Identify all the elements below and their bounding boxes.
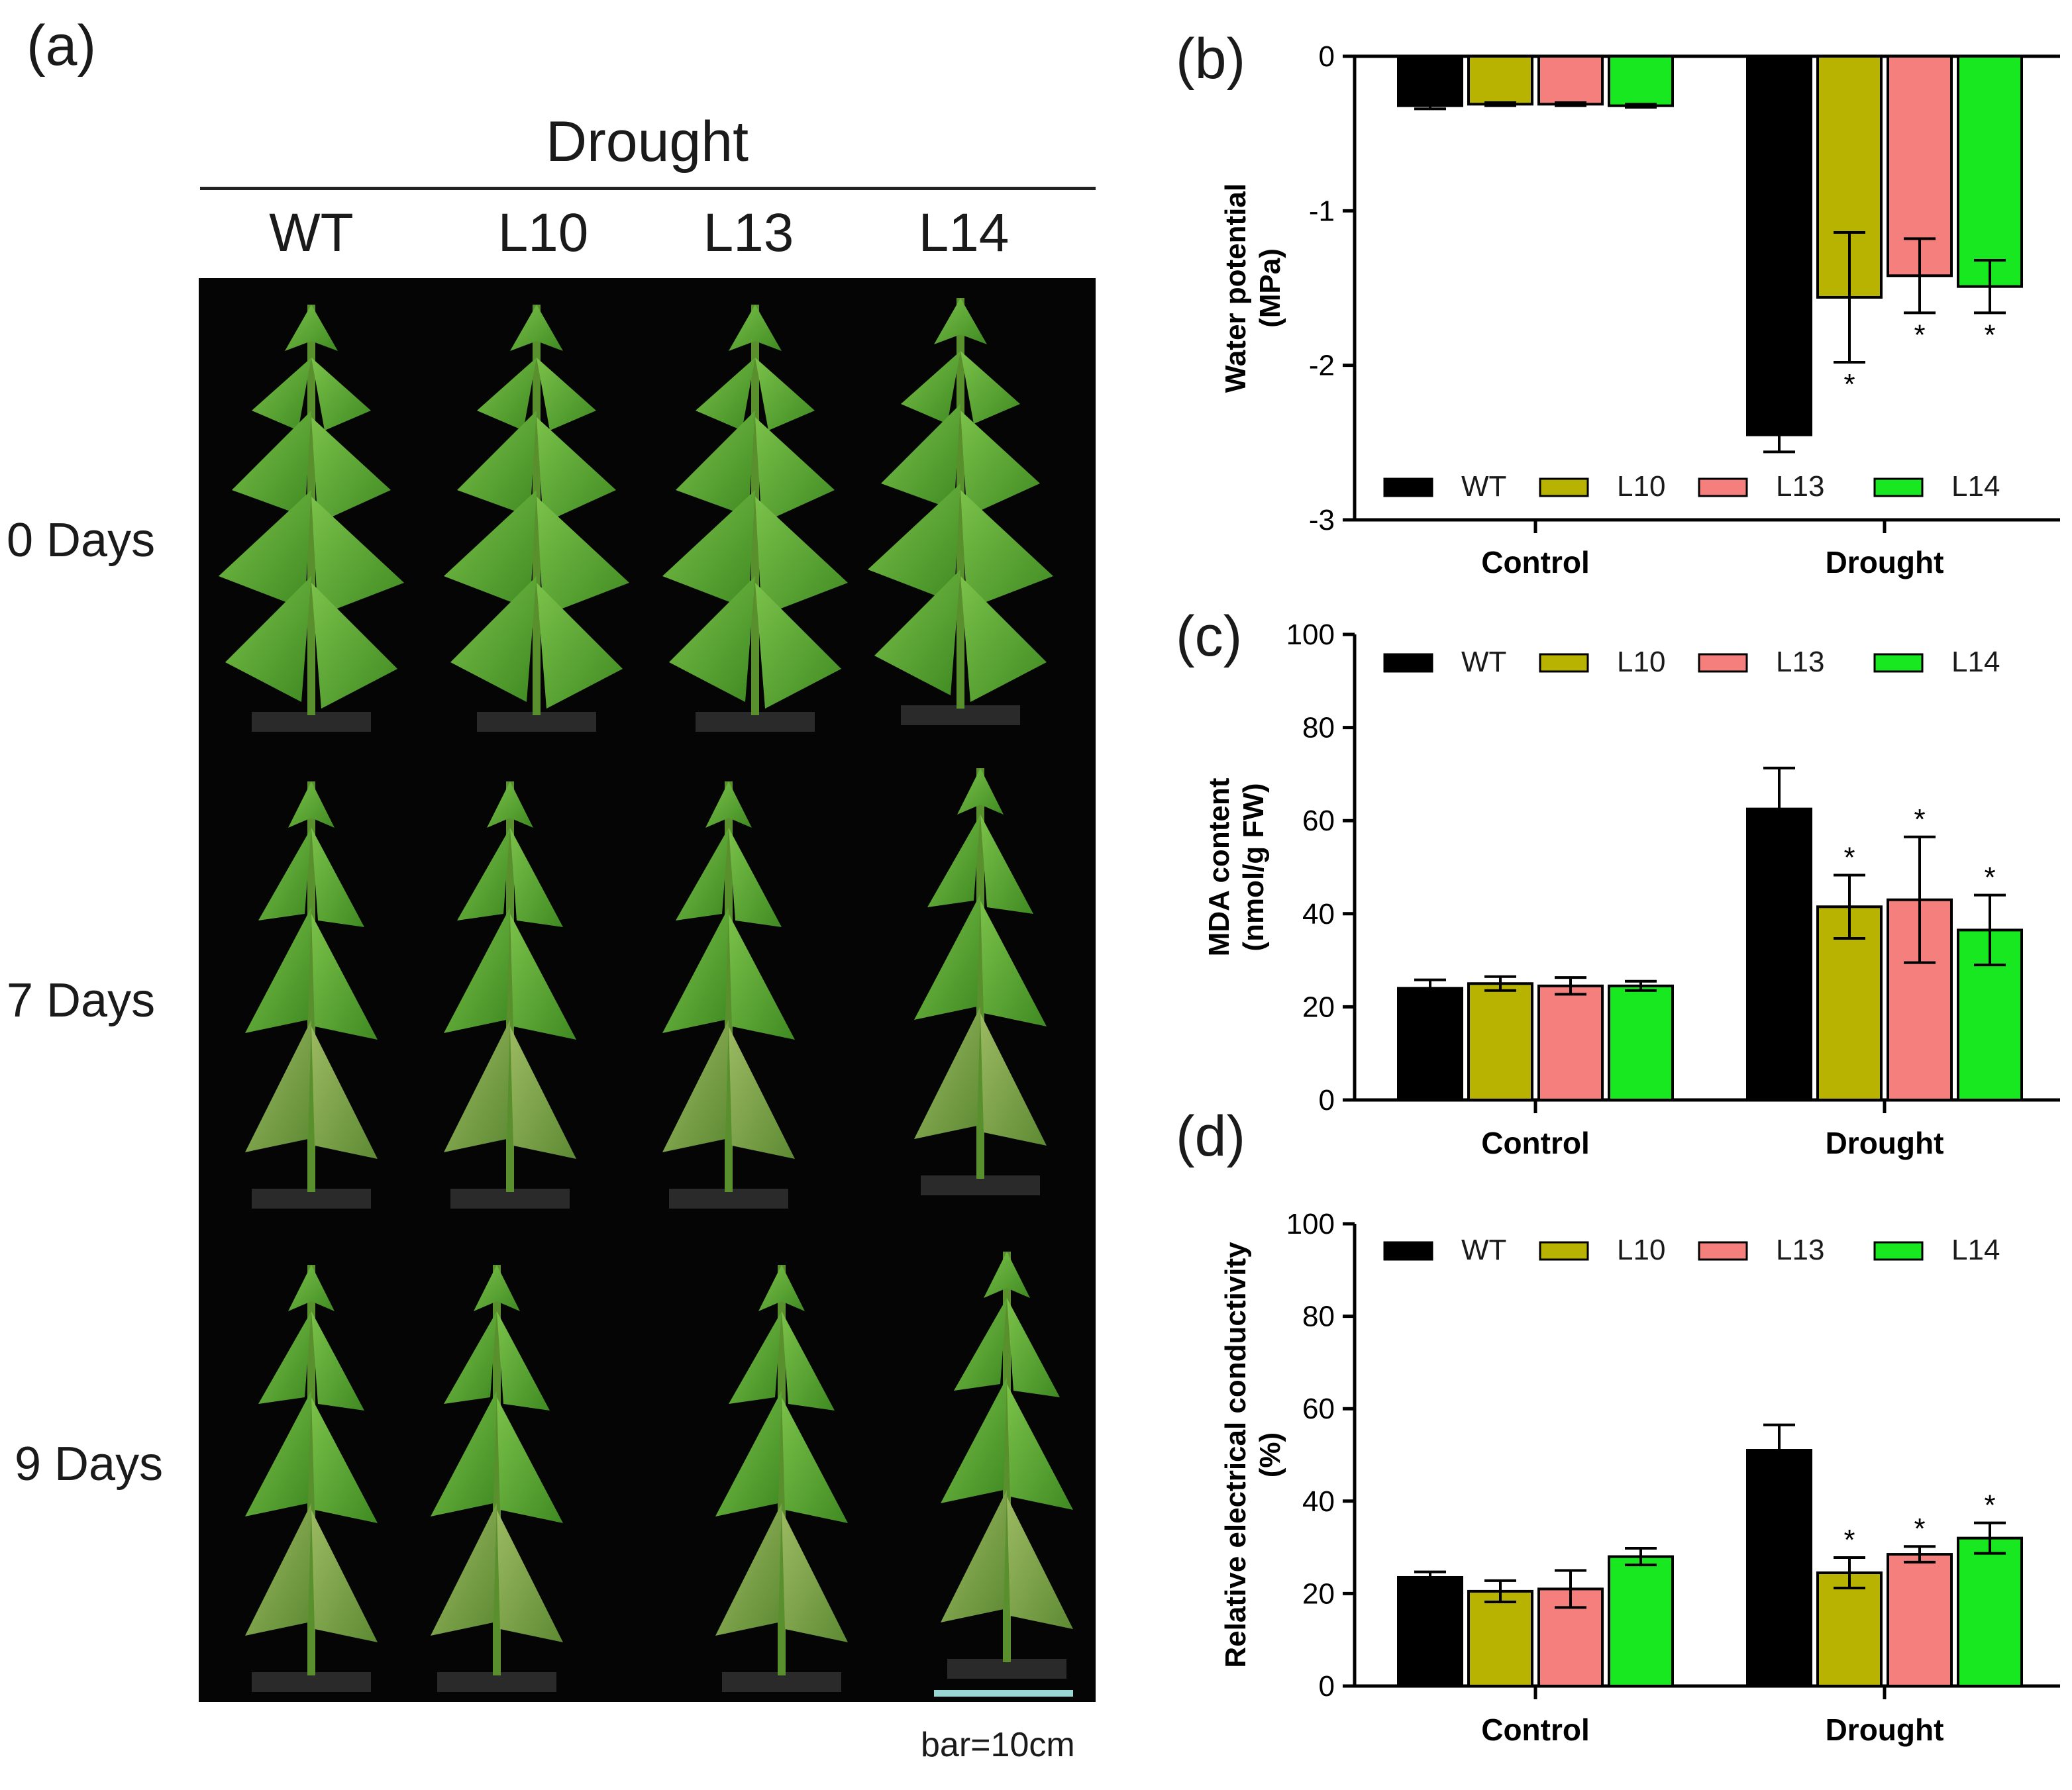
bar-d-l13-drought (1887, 1553, 1953, 1688)
chart-d-category-label: Control (1481, 1713, 1590, 1747)
chart-c-y-tick-label: 20 (1302, 991, 1335, 1023)
bar-c-wt-drought (1746, 807, 1812, 1101)
legend-swatch-c-wt (1383, 653, 1433, 673)
chart-c-y-tick-label: 80 (1302, 712, 1335, 744)
legend-swatch-d-l13 (1698, 1241, 1748, 1261)
column-header-l13: L13 (703, 203, 794, 263)
legend-label-c-wt: WT (1461, 646, 1506, 678)
chart-d-y-tick-label: 20 (1302, 1577, 1335, 1610)
bar-c-wt-control (1397, 987, 1463, 1102)
legend-label-b-l10: L10 (1617, 470, 1665, 503)
bar-b-wt-drought (1746, 55, 1812, 436)
bar-d-wt-drought (1746, 1449, 1812, 1688)
chart-c-y-label-unit: (nmol/g FW) (1237, 783, 1270, 951)
column-header-l14: L14 (918, 203, 1010, 263)
bar-b-l13-control (1537, 55, 1604, 106)
chart-d-category-label: Drought (1826, 1713, 1944, 1747)
panel-d-label: (d) (1176, 1105, 1245, 1168)
panel-c-label: (c) (1176, 605, 1242, 668)
bar-b-l14-control (1608, 55, 1674, 107)
bar-b-l10-control (1467, 55, 1533, 106)
drought-group-header: Drought (546, 110, 749, 174)
chart-b-y-tick-label: -3 (1309, 504, 1335, 536)
chart-b-y-tick-label: 0 (1319, 40, 1335, 73)
significance-mark-d: * (1984, 1489, 1995, 1522)
legend-swatch-d-l14 (1873, 1241, 1924, 1261)
legend-label-c-l14: L14 (1951, 646, 2000, 678)
chart-d-y-tick-label: 80 (1302, 1301, 1335, 1333)
legend-swatch-b-l14 (1873, 477, 1924, 497)
legend-swatch-d-wt (1383, 1241, 1433, 1261)
chart-c-category-label: Drought (1826, 1126, 1944, 1160)
bar-c-l10-control (1467, 982, 1533, 1101)
chart-d-y-tick-label: 0 (1319, 1670, 1335, 1703)
chart-d-y-tick-label: 60 (1302, 1393, 1335, 1425)
chart-c-category-label: Control (1481, 1126, 1590, 1160)
chart-d-y-tick-label: 100 (1286, 1208, 1335, 1240)
chart-b-y-label-unit: (MPa) (1254, 248, 1286, 328)
bar-d-l14-drought (1957, 1536, 2023, 1687)
bar-d-wt-control (1397, 1575, 1463, 1687)
chart-b-y-tick-label: -2 (1309, 350, 1335, 382)
panel-b-label: (b) (1176, 27, 1245, 91)
legend-label-b-l14: L14 (1951, 470, 2000, 503)
legend-label-c-l13: L13 (1776, 646, 1824, 678)
bar-d-l13-control (1537, 1587, 1604, 1687)
chart-b-category-label: Control (1481, 545, 1590, 579)
significance-mark-b: * (1984, 319, 1995, 351)
chart-b-y-tick-label: -1 (1309, 195, 1335, 227)
significance-mark-d: * (1914, 1513, 1925, 1545)
legend-label-b-l13: L13 (1776, 470, 1824, 503)
chart-b-category-label: Drought (1826, 545, 1944, 579)
bar-c-l13-control (1537, 984, 1604, 1102)
legend-label-c-l10: L10 (1617, 646, 1665, 678)
bar-c-l14-control (1608, 984, 1674, 1102)
legend-swatch-b-l10 (1539, 477, 1589, 497)
legend-label-d-l14: L14 (1951, 1234, 2000, 1266)
plant-photo-grid (199, 278, 1096, 1702)
legend-swatch-b-wt (1383, 477, 1433, 497)
legend-label-b-wt: WT (1461, 470, 1506, 503)
header-underline (200, 187, 1096, 190)
bar-d-l10-drought (1816, 1571, 1883, 1687)
panel-a-label: (a) (26, 14, 97, 77)
chart-c-y-tick-label: 60 (1302, 805, 1335, 837)
chart-c-y-tick-label: 0 (1319, 1084, 1335, 1117)
chart-c-y-tick-label: 100 (1286, 619, 1335, 651)
chart-d-y-tick-label: 40 (1302, 1485, 1335, 1518)
significance-mark-d: * (1843, 1524, 1855, 1556)
legend-label-d-wt: WT (1461, 1234, 1506, 1266)
legend-swatch-c-l10 (1539, 653, 1589, 673)
bar-d-l14-control (1608, 1555, 1674, 1688)
plant-photo-illustration (219, 298, 1073, 1697)
chart-c-y-label: MDA content (1203, 777, 1235, 956)
scale-bar-note: bar=10cm (921, 1726, 1075, 1764)
column-header-wt: WT (269, 203, 354, 263)
legend-label-d-l10: L10 (1617, 1234, 1665, 1266)
chart-d-y-label: Relative electrical conductivity (1219, 1242, 1252, 1668)
significance-mark-b: * (1914, 319, 1925, 351)
row-label-day7: 7 Days (7, 974, 156, 1027)
legend-swatch-c-l14 (1873, 653, 1924, 673)
significance-mark-b: * (1843, 368, 1855, 401)
significance-mark-c: * (1914, 803, 1925, 836)
legend-swatch-c-l13 (1698, 653, 1748, 673)
legend-swatch-d-l10 (1539, 1241, 1589, 1261)
significance-mark-c: * (1843, 841, 1855, 873)
bar-b-l14-drought (1957, 55, 2023, 288)
chart-d-y-label-unit: (%) (1254, 1432, 1286, 1477)
chart-b-y-label: Water potential (1219, 183, 1252, 393)
row-label-day0: 0 Days (7, 514, 156, 567)
legend-swatch-b-l13 (1698, 477, 1748, 497)
chart-c-y-tick-label: 40 (1302, 898, 1335, 930)
legend-label-d-l13: L13 (1776, 1234, 1824, 1266)
row-label-day9: 9 Days (15, 1438, 164, 1491)
bar-b-wt-control (1397, 55, 1463, 107)
column-header-l10: L10 (497, 203, 589, 263)
significance-mark-c: * (1984, 862, 1995, 894)
bar-d-l10-control (1467, 1589, 1533, 1687)
